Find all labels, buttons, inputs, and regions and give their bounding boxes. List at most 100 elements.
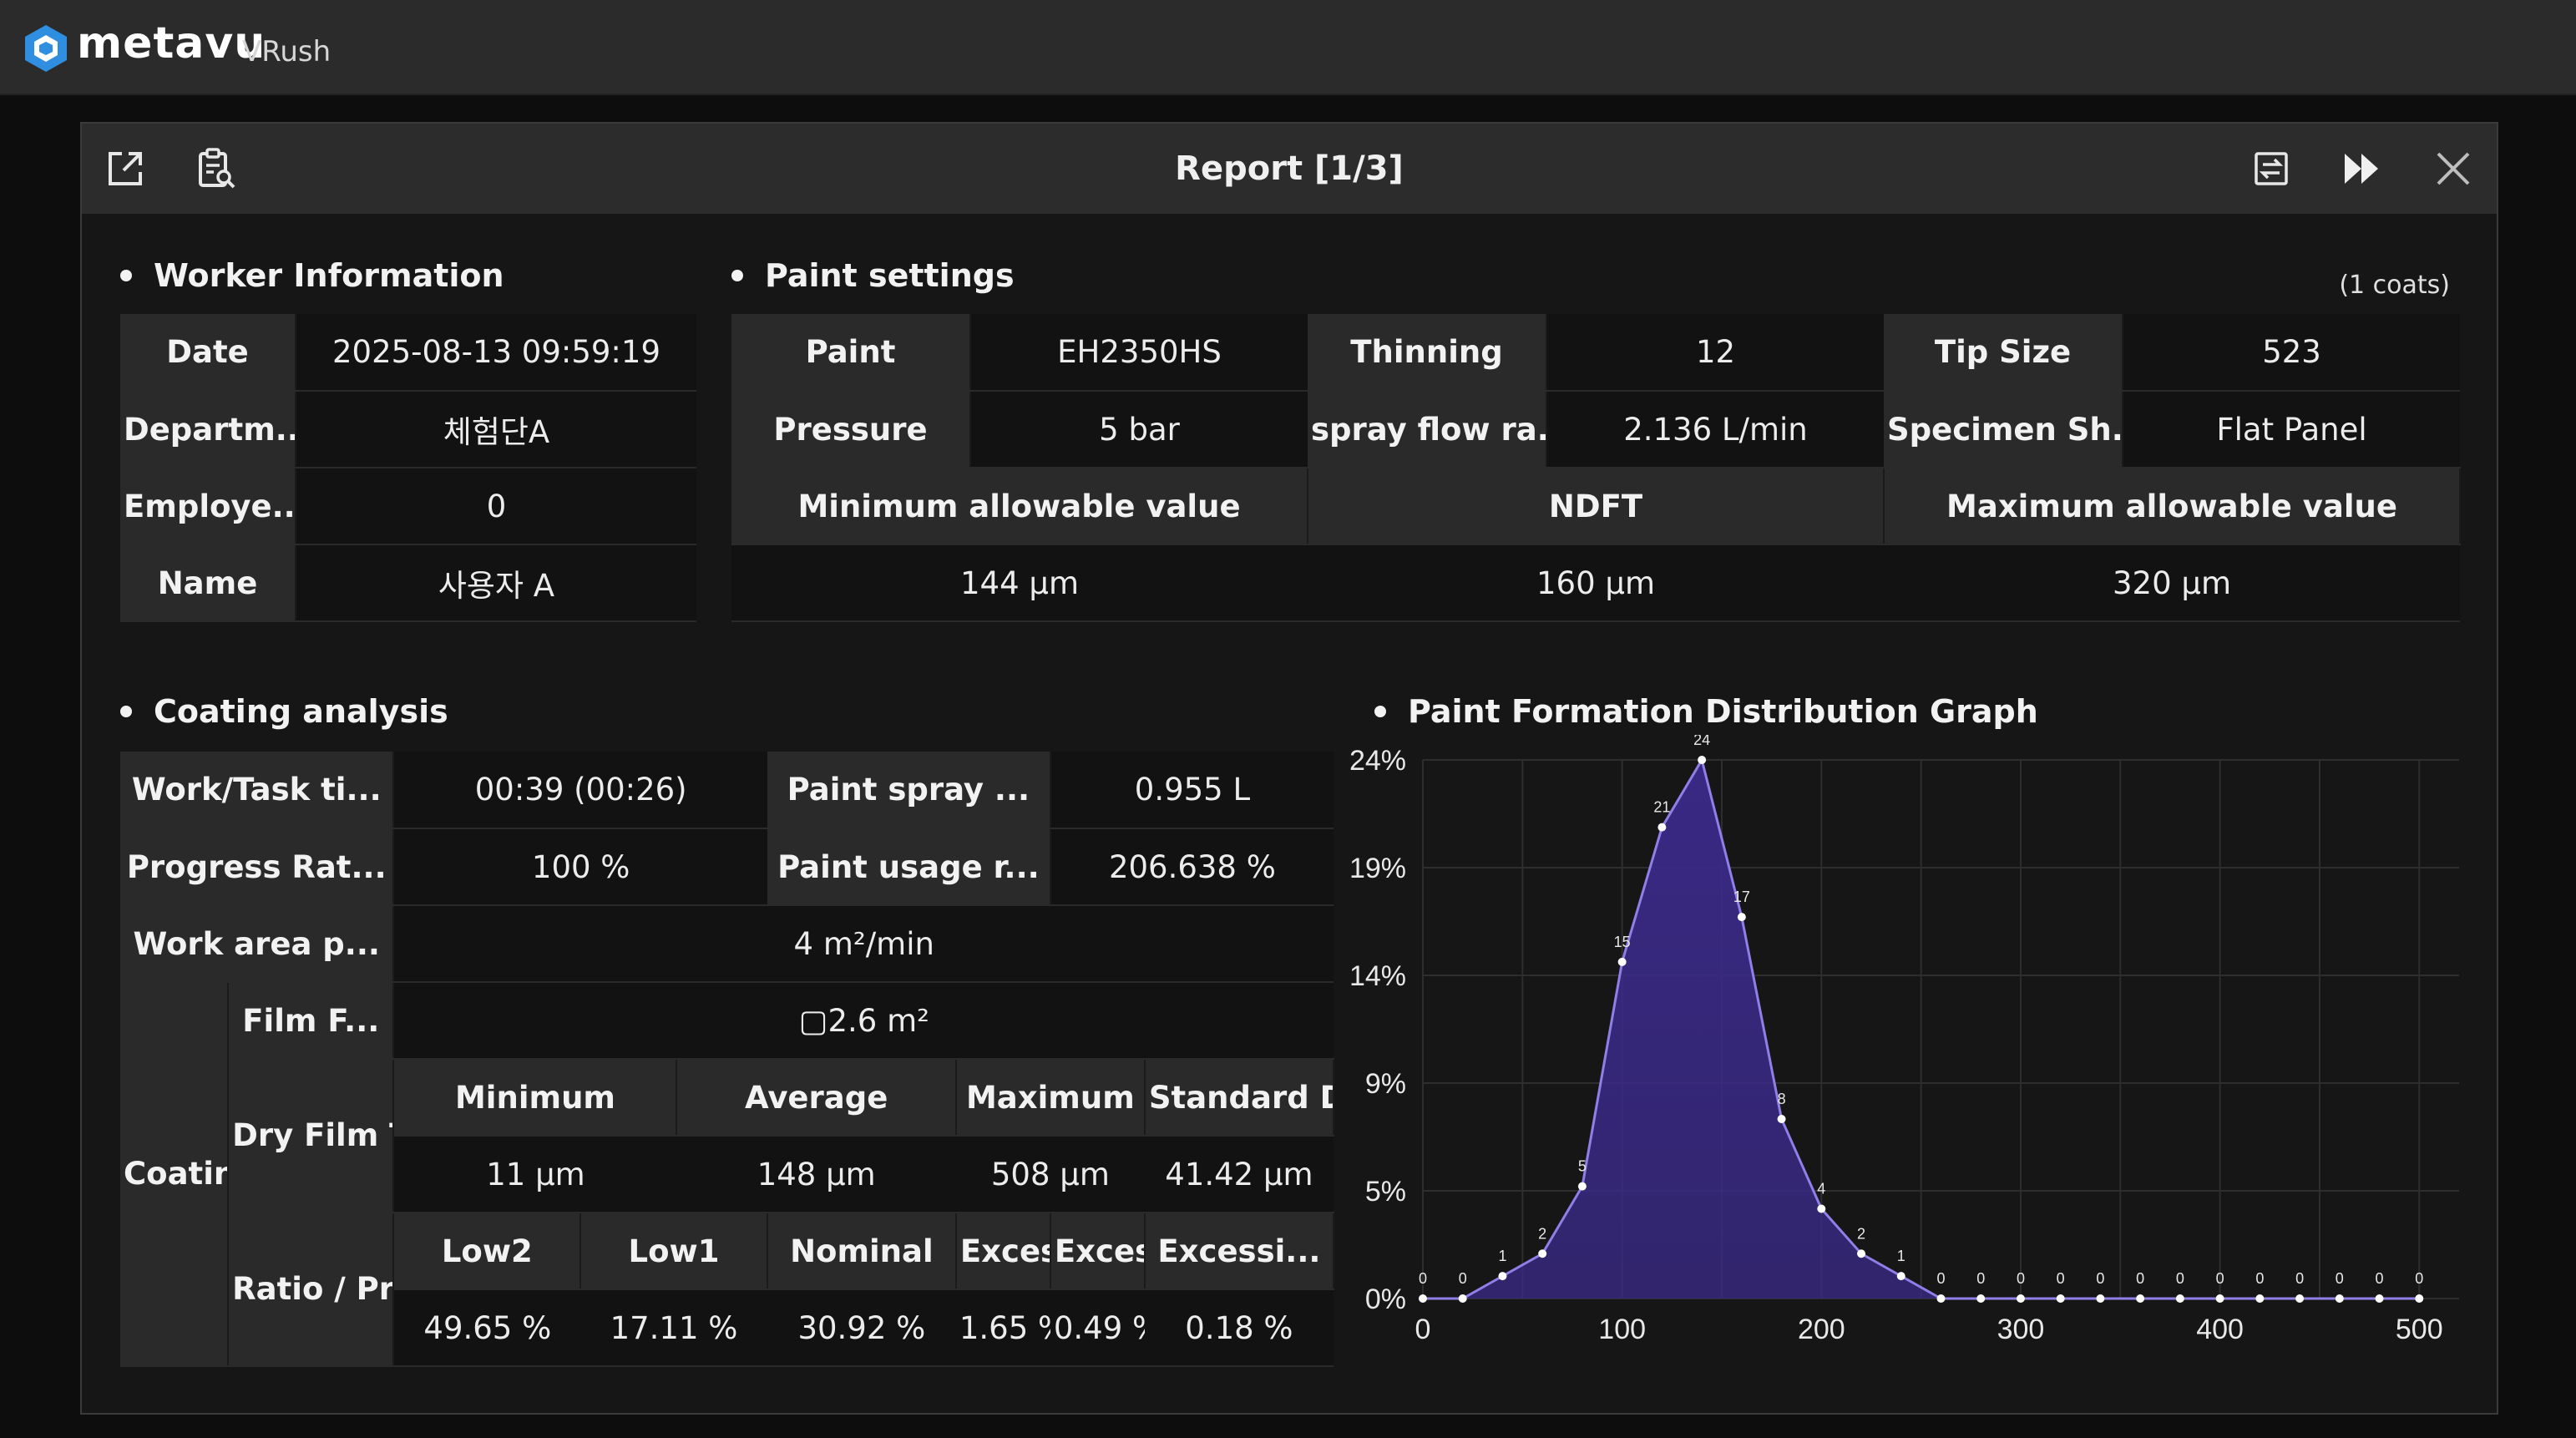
dft-value: 41.42 μm xyxy=(1144,1136,1334,1213)
ratio-value: 49.65 % xyxy=(393,1289,581,1367)
worker-label: Departm... xyxy=(120,391,296,468)
y-tick-label: 24% xyxy=(1349,745,1406,777)
data-point xyxy=(1777,1115,1786,1123)
data-point xyxy=(1419,1294,1427,1303)
data-label: 0 xyxy=(1419,1270,1427,1287)
data-point xyxy=(1698,756,1707,764)
data-point xyxy=(1577,1182,1587,1191)
data-label: 0 xyxy=(2295,1270,2304,1287)
dft-value: 508 μm xyxy=(955,1136,1145,1213)
data-label: 0 xyxy=(1459,1270,1467,1287)
data-point xyxy=(2175,1294,2184,1303)
data-point xyxy=(1657,823,1667,832)
thinning-value: 12 xyxy=(1546,314,1884,392)
min-allowable-label: Minimum allowable value xyxy=(731,468,1308,545)
data-point xyxy=(1857,1249,1866,1258)
max-allowable-value: 320 μm xyxy=(1884,544,2460,622)
clipboard-search-icon[interactable] xyxy=(192,145,239,192)
paint-value: EH2350HS xyxy=(970,314,1308,392)
max-allowable-label: Maximum allowable value xyxy=(1884,468,2461,545)
y-tick-label: 0% xyxy=(1365,1284,1406,1315)
worker-info-title: Worker Information xyxy=(120,257,504,294)
paint-spray-value: 0.955 L xyxy=(1050,752,1334,829)
specimen-value: Flat Panel xyxy=(2123,391,2460,468)
table-row: Dry Film Thickness Minimum Average Maxim… xyxy=(120,1059,1335,1213)
data-label: 0 xyxy=(2057,1270,2065,1287)
fast-forward-icon[interactable] xyxy=(2338,145,2385,192)
worker-label: Name xyxy=(120,544,296,622)
x-tick-label: 100 xyxy=(1598,1314,1646,1345)
table-row: Minimum allowable value NDFT Maximum all… xyxy=(731,468,2461,545)
table-row: 49.65 % 17.11 % 30.92 % 1.65 % 0.49 % 0.… xyxy=(120,1289,1334,1367)
distribution-graph-title: Paint Formation Distribution Graph xyxy=(1374,693,2038,730)
external-link-icon[interactable] xyxy=(102,145,149,192)
data-label: 2 xyxy=(1857,1225,1865,1242)
data-point xyxy=(1976,1294,1986,1303)
data-point xyxy=(1458,1294,1467,1303)
ratio-value: 30.92 % xyxy=(767,1289,956,1367)
bullet-icon xyxy=(120,706,132,717)
data-point xyxy=(2375,1294,2384,1303)
y-tick-label: 14% xyxy=(1349,960,1406,992)
close-icon[interactable] xyxy=(2430,145,2477,192)
x-tick-label: 200 xyxy=(1798,1314,1845,1345)
x-tick-label: 300 xyxy=(1997,1314,2045,1345)
report-panel: Report [1/3] Worker Information xyxy=(80,122,2498,1415)
report-header: Report [1/3] xyxy=(82,124,2497,214)
bullet-icon xyxy=(1374,706,1386,717)
data-label: 1 xyxy=(1897,1248,1905,1264)
work-area-value: 4 m²/min xyxy=(393,905,1334,983)
ratio-header: Low1 xyxy=(580,1213,768,1290)
table-row: Progress Rat... 100 % Paint usage r... 2… xyxy=(120,828,1334,906)
table-row: Work area p... 4 m²/min xyxy=(120,905,1334,983)
data-label: 0 xyxy=(1936,1270,1945,1287)
data-label: 21 xyxy=(1653,799,1670,816)
dft-header: Minimum xyxy=(393,1059,678,1137)
table-row: Date 2025-08-13 09:59:19 xyxy=(120,314,696,392)
ratio-header: Excessi... xyxy=(1050,1213,1146,1290)
ratio-value: 0.49 % xyxy=(1050,1289,1145,1367)
min-allowable-value: 144 μm xyxy=(731,544,1308,622)
data-point xyxy=(2136,1294,2145,1303)
data-point xyxy=(2016,1294,2025,1303)
film-value: ▢2.6 m² xyxy=(393,982,1334,1060)
x-tick-label: 500 xyxy=(2396,1314,2443,1345)
table-row: 11 μm 148 μm 508 μm 41.42 μm xyxy=(120,1136,1334,1213)
dft-header: Maximum xyxy=(955,1059,1146,1137)
progress-rate-value: 100 % xyxy=(393,828,767,906)
table-row: 144 μm 160 μm 320 μm xyxy=(731,544,2460,622)
data-label: 0 xyxy=(1976,1270,1985,1287)
coating-film-label: Coating film xyxy=(120,982,230,1367)
data-label: 4 xyxy=(1817,1181,1825,1197)
y-tick-label: 9% xyxy=(1365,1068,1406,1100)
data-point xyxy=(2056,1294,2065,1303)
paint-settings-table: Paint EH2350HS Thinning 12 Tip Size 523 … xyxy=(731,314,2461,622)
bullet-icon xyxy=(120,270,132,281)
data-label: 0 xyxy=(2376,1270,2384,1287)
dft-value: 11 μm xyxy=(393,1136,677,1213)
swap-icon[interactable] xyxy=(2248,145,2295,192)
table-row: Name 사용자 A xyxy=(120,544,696,622)
flow-rate-label: spray flow ra... xyxy=(1308,391,1547,468)
thinning-label: Thinning xyxy=(1308,314,1547,392)
report-title: Report [1/3] xyxy=(1175,149,1404,188)
paint-label: Paint xyxy=(731,314,971,392)
table-row: Paint EH2350HS Thinning 12 Tip Size 523 xyxy=(731,314,2460,392)
work-time-label: Work/Task ti... xyxy=(120,752,395,829)
app-header: metavu VRush xyxy=(0,0,2576,95)
data-label: 0 xyxy=(2096,1270,2104,1287)
ratio-header: Excessi... xyxy=(1144,1213,1335,1290)
data-label: 0 xyxy=(2136,1270,2144,1287)
progress-rate-label: Progress Rat... xyxy=(120,828,395,906)
dft-value: 148 μm xyxy=(676,1136,956,1213)
table-row: Work/Task ti... 00:39 (00:26) Paint spra… xyxy=(120,752,1334,829)
data-label: 0 xyxy=(2415,1270,2423,1287)
specimen-label: Specimen Sh... xyxy=(1884,391,2123,468)
coating-analysis-title: Coating analysis xyxy=(120,693,448,730)
data-point xyxy=(2415,1294,2424,1303)
paint-settings-title: Paint settings xyxy=(731,257,1015,294)
data-point xyxy=(1498,1272,1507,1281)
ratio-value: 1.65 % xyxy=(955,1289,1050,1367)
work-time-value: 00:39 (00:26) xyxy=(393,752,767,829)
data-point xyxy=(2295,1294,2305,1303)
